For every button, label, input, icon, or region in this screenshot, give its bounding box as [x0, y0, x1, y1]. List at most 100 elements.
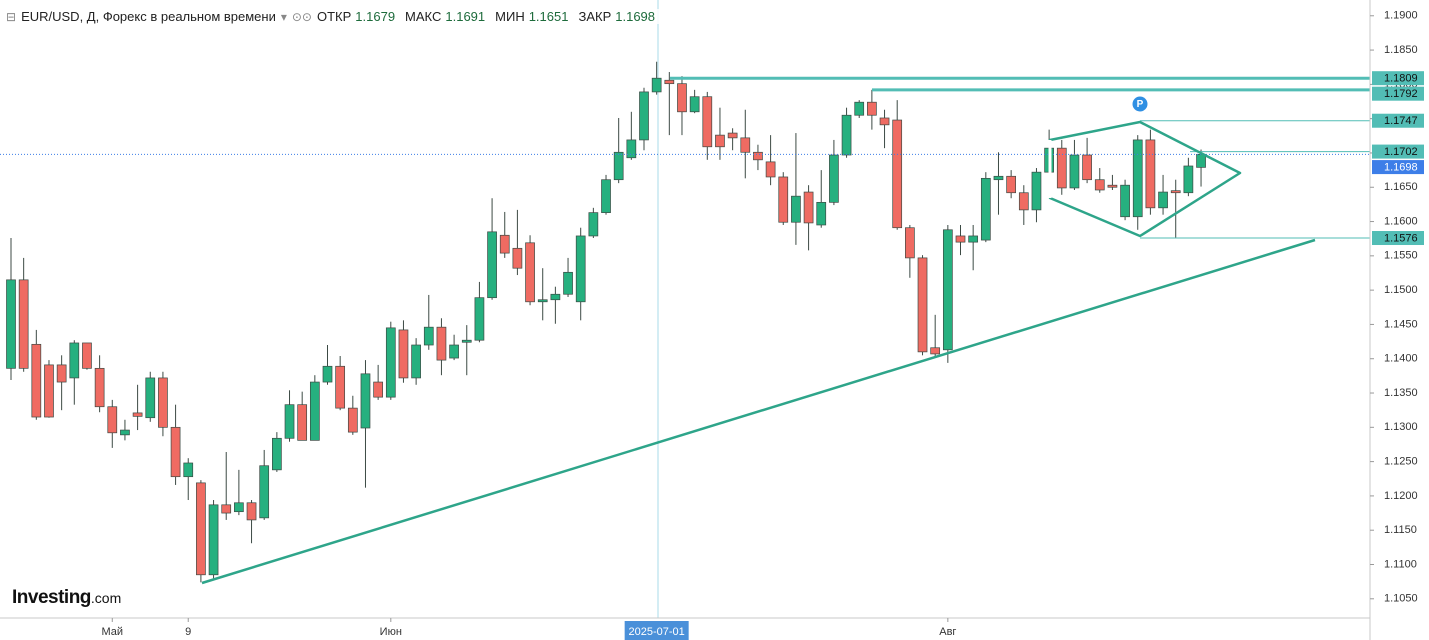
x-tick-label: Июн — [380, 626, 402, 638]
candle-body — [107, 406, 118, 434]
candle-body — [284, 404, 295, 439]
price-label-box — [1372, 86, 1424, 101]
candle-body — [208, 504, 219, 576]
candle-body — [525, 242, 535, 303]
candle-body — [82, 342, 92, 369]
stat-label: ОТКР — [316, 9, 352, 24]
candle-body — [1069, 154, 1080, 189]
candle-body — [841, 114, 852, 156]
candle-body — [373, 381, 383, 398]
stat-value: 1.1679 — [355, 9, 396, 24]
candle-body — [512, 247, 523, 269]
candle-body — [246, 502, 257, 521]
candle-body — [297, 404, 308, 441]
candle-body — [727, 132, 738, 139]
candle-body — [753, 151, 763, 161]
x-tick-label: Май — [101, 626, 123, 638]
price-label: 1.1576 — [1384, 232, 1418, 244]
collapse-icon[interactable]: ⊟ — [6, 9, 17, 24]
candle-body — [854, 101, 865, 116]
candle-body — [449, 344, 459, 359]
candle-body — [398, 329, 409, 379]
candle-body — [120, 429, 130, 436]
candle-body — [6, 279, 16, 369]
stat-value: 1.1691 — [445, 9, 486, 24]
candle-body — [803, 191, 814, 224]
candle-body — [639, 91, 649, 141]
candle-body — [499, 234, 510, 254]
candle-body — [563, 271, 573, 295]
candle-body — [259, 465, 270, 519]
candle-body — [1094, 179, 1105, 191]
settings-icons[interactable]: ⊙⊙ — [291, 9, 312, 24]
candle-body — [1018, 192, 1029, 211]
candle-body — [309, 381, 320, 441]
candle-body — [221, 504, 232, 514]
candle-body — [347, 407, 358, 433]
candle-body — [816, 201, 827, 226]
candle-body — [626, 139, 637, 159]
candle-body — [651, 77, 662, 93]
candle-body — [1082, 154, 1092, 181]
x-tick-label: 9 — [185, 626, 191, 638]
candle-body — [183, 462, 194, 478]
logo-main: Investing — [12, 587, 91, 608]
candle-body — [18, 279, 29, 369]
candle-body — [955, 235, 966, 243]
y-tick-label: 1.1550 — [1384, 250, 1418, 262]
candle-body — [930, 347, 941, 355]
stat-label: МИН — [495, 9, 525, 24]
candle-body — [158, 377, 168, 428]
price-label: 1.1809 — [1384, 73, 1418, 85]
candle-body — [715, 134, 725, 148]
candle-body — [867, 101, 877, 116]
y-tick-label: 1.1850 — [1384, 44, 1418, 56]
candle-body — [1196, 153, 1206, 168]
candle-body — [1107, 184, 1118, 188]
y-tick-label: 1.1650 — [1384, 181, 1418, 193]
candle-body — [487, 231, 497, 299]
y-tick-label: 1.1350 — [1384, 387, 1418, 399]
candle-body — [1031, 171, 1042, 211]
candle-body — [94, 367, 105, 408]
candle-body — [1132, 139, 1143, 218]
candle-body — [917, 257, 928, 353]
price-label: 1.1698 — [1384, 161, 1418, 173]
trend-line — [201, 238, 1316, 585]
x-tick-label: 2025-07-01 — [629, 626, 685, 638]
candle-body — [1145, 139, 1156, 209]
stat-label: МАКС — [405, 9, 442, 24]
header-stats: ОТКР 1.1679 МАКС 1.1691 МИН 1.1651 ЗАКР 1.1698 — [317, 9, 661, 24]
candle-body — [677, 83, 687, 113]
candle-body — [385, 327, 396, 398]
candle-body — [740, 137, 751, 153]
candle-body — [170, 426, 181, 478]
candle-body — [1183, 165, 1194, 194]
logo-suffix: .com — [90, 590, 122, 606]
candle-body — [601, 179, 611, 213]
stat-value: 1.1698 — [615, 9, 656, 24]
candle-body — [980, 177, 991, 241]
candle-body — [791, 195, 801, 223]
candle-body — [993, 175, 1004, 181]
axes: 1.1050 1.1100 1.1150 1.1200 1.1250 1.1300 1.13… — [101, 10, 1424, 640]
candle-body — [436, 326, 447, 361]
candle-body — [968, 235, 979, 243]
price-label-box — [1372, 144, 1424, 159]
candle-body — [145, 377, 156, 419]
y-tick-label: 1.1500 — [1384, 284, 1418, 296]
candle-body — [829, 154, 839, 203]
candle-body — [335, 365, 346, 409]
candle-body — [942, 229, 953, 351]
dropdown-icon[interactable]: ▾ — [280, 9, 287, 24]
candle-body — [613, 151, 624, 181]
y-tick-label: 1.1150 — [1384, 524, 1417, 536]
candle-body — [56, 364, 67, 383]
plot — [0, 61, 1370, 583]
x-tick-label: Авг — [939, 626, 956, 638]
candle-body — [31, 343, 42, 418]
price-label-box — [1372, 113, 1424, 128]
candle-body — [196, 482, 206, 576]
y-tick-label: 1.1900 — [1384, 10, 1418, 22]
